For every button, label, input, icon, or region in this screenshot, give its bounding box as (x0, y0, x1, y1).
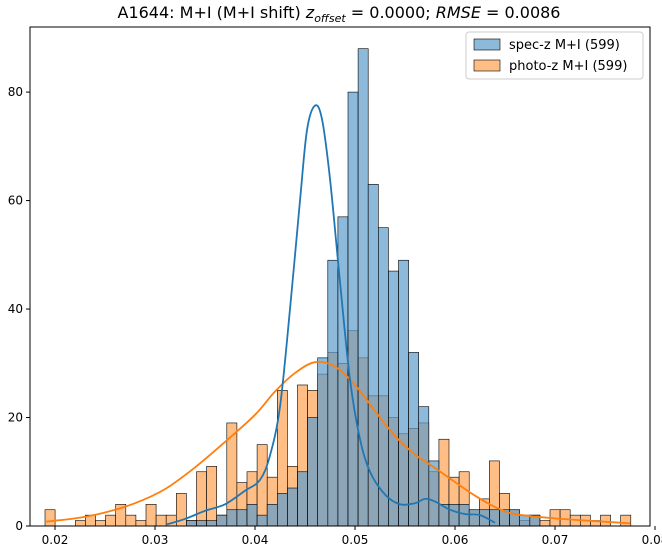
histogram-bar (135, 520, 147, 527)
legend-swatch (473, 59, 501, 72)
histogram-bar (367, 183, 379, 527)
histogram-bar (287, 487, 298, 527)
histogram-bar (600, 514, 611, 527)
histogram-bar (256, 444, 268, 527)
histogram-bar (105, 514, 116, 527)
histogram-bar (559, 509, 571, 527)
histogram-bar (388, 270, 399, 527)
histogram-bar (155, 514, 167, 527)
histogram-bar (398, 259, 409, 527)
x-tick-label: 0.04 (242, 533, 269, 547)
histogram-bar (196, 520, 207, 527)
y-tick-label: 20 (8, 411, 23, 425)
histogram-bar (347, 91, 359, 527)
kde-curve (44, 360, 631, 525)
y-axis: 0 20 40 60 80 (8, 85, 30, 533)
histogram-bar (125, 514, 137, 527)
legend-label: photo-z M+I (599) (509, 59, 627, 74)
histogram-bar (448, 503, 460, 527)
x-tick-label: 0.07 (542, 533, 569, 547)
x-tick-label: 0.08 (642, 533, 662, 547)
legend-swatch (473, 38, 501, 51)
y-tick-label: 80 (8, 85, 23, 99)
histogram-bar (620, 514, 632, 527)
histogram-bar (377, 227, 389, 527)
histogram-bar (266, 503, 278, 527)
histogram-bar (216, 514, 228, 527)
histogram-bar (327, 259, 339, 527)
kde-curve (166, 104, 496, 526)
x-tick-label: 0.02 (42, 533, 69, 547)
histogram-bar (307, 417, 319, 527)
histogram-bar (539, 520, 551, 527)
histogram-bar (317, 357, 329, 527)
histogram-bar (145, 503, 157, 527)
legend-label: spec-z M+I (599) (509, 38, 620, 53)
histogram-bar (337, 216, 349, 527)
histogram-bar (468, 509, 480, 527)
histogram-bar (256, 514, 268, 527)
histogram-bars (44, 48, 632, 527)
histogram-bar (186, 520, 197, 527)
histogram-bar (276, 493, 288, 527)
histogram-bar (246, 503, 258, 527)
histogram-bar (75, 520, 86, 527)
x-tick-label: 0.05 (342, 533, 369, 547)
histogram-bar (206, 520, 218, 527)
legend: spec-z M+I (599) photo-z M+I (599) (465, 31, 644, 80)
y-tick-label: 0 (15, 519, 23, 533)
histogram-bar (206, 466, 218, 527)
y-tick-label: 60 (8, 194, 23, 208)
histogram-bar (44, 509, 56, 527)
legend-box (465, 31, 644, 80)
y-tick-label: 40 (8, 302, 23, 316)
chart-title: A1644: M+I (M+I shift) zoffset = 0.0000;… (118, 3, 561, 25)
histogram-bar (196, 471, 207, 527)
kde-curves (44, 104, 631, 526)
histogram-bar (418, 406, 430, 527)
histogram-bar (236, 509, 248, 527)
plot-frame (29, 26, 651, 527)
x-tick-label: 0.06 (442, 533, 469, 547)
histogram-bar (297, 471, 308, 527)
histogram-bar (489, 509, 500, 527)
histogram-bar (95, 520, 106, 527)
histogram-bar (509, 509, 521, 527)
x-tick-label: 0.03 (142, 533, 169, 547)
histogram-bar (226, 509, 238, 527)
x-axis: 0.02 0.03 0.04 0.05 0.06 0.07 0.08 (42, 526, 662, 547)
histogram-bar (408, 352, 420, 527)
